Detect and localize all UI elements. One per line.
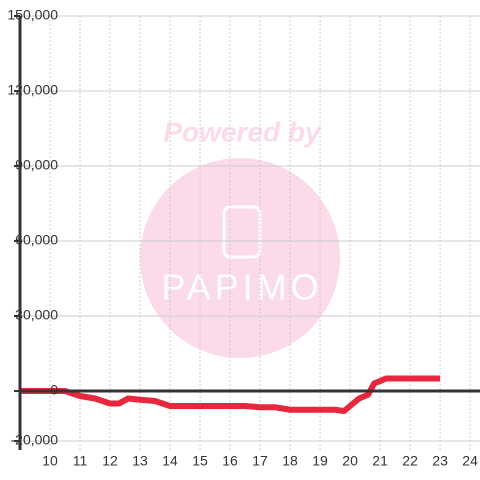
x-tick-label: 11 — [73, 453, 88, 469]
x-tick-label: 20 — [342, 453, 358, 469]
x-tick-label: 10 — [42, 453, 58, 469]
data-line — [20, 375, 441, 414]
x-tick-label: 18 — [282, 453, 298, 469]
x-tick-label: 19 — [312, 453, 328, 469]
x-tick-label: 24 — [462, 453, 478, 469]
y-tick-label: 90,000 — [15, 157, 58, 173]
y-tick-label: 30,000 — [15, 307, 58, 323]
x-tick-label: 16 — [222, 453, 238, 469]
x-tick-label: 15 — [192, 453, 208, 469]
x-tick-label: 13 — [132, 453, 148, 469]
y-tick-label: -20,000 — [11, 432, 59, 448]
y-tick-label: 120,000 — [7, 82, 58, 98]
x-tick-label: 22 — [402, 453, 418, 469]
y-tick-label: 150,000 — [7, 7, 58, 23]
x-tick-label: 12 — [102, 453, 118, 469]
x-tick-label: 17 — [252, 453, 268, 469]
watermark-logo: PAPIMO — [161, 267, 322, 308]
watermark-text: Powered by — [163, 116, 322, 147]
x-tick-label: 23 — [432, 453, 448, 469]
y-tick-label: 60,000 — [15, 232, 58, 248]
plot — [20, 375, 441, 414]
x-tick-label: 21 — [372, 453, 388, 469]
x-tick-label: 14 — [162, 453, 178, 469]
